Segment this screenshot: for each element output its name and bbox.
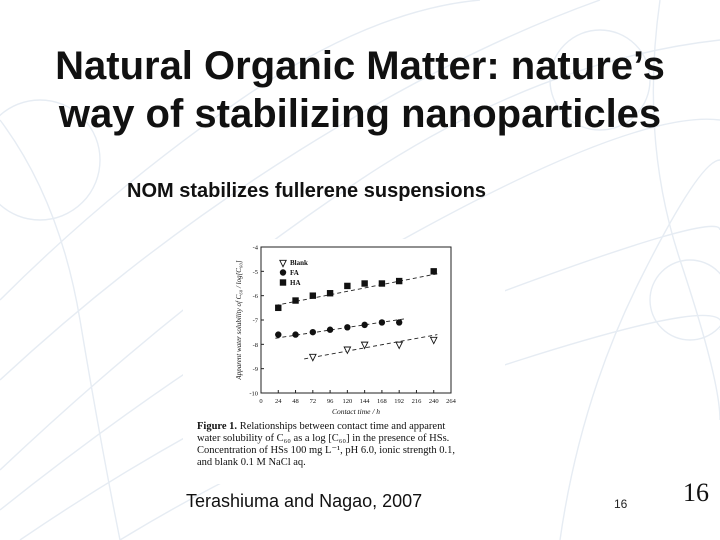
data-point-triangle — [343, 346, 352, 355]
y-tick-label: -5 — [253, 269, 258, 276]
x-tick-label: 24 — [275, 398, 282, 405]
y-tick-label: -8 — [253, 342, 258, 349]
figure-caption: Figure 1. Relationships between contact … — [197, 421, 497, 469]
legend-label: HA — [290, 279, 301, 287]
y-tick-label: -7 — [253, 318, 259, 325]
x-tick-label: 48 — [292, 398, 299, 405]
data-point-square — [275, 304, 282, 312]
citation: Terashiuma and Nagao, 2007 — [186, 491, 423, 511]
data-point-circle — [361, 321, 368, 329]
data-point-square — [309, 292, 317, 299]
slide-title-line2: way of stabilizing nanoparticles — [58, 92, 662, 136]
caption-lead: Figure 1. — [197, 421, 238, 432]
legend-label: Blank — [290, 259, 308, 267]
y-tick-label: -4 — [253, 245, 259, 252]
data-point-square — [344, 282, 351, 290]
scatter-chart: 0 24 48 72 96 120 144 168 192 216 240 264 -4 -5 -6 -7 -8… — [235, 245, 457, 417]
caption-line1: Relationships between contact time and a… — [239, 421, 446, 432]
data-point-square — [279, 279, 287, 286]
trend-line — [304, 334, 438, 360]
x-tick-label: 120 — [342, 398, 352, 405]
page-number-large: 16 — [683, 478, 709, 507]
data-point-triangle — [395, 341, 404, 350]
data-point-circle — [275, 331, 282, 338]
caption-line2: water solubility of C₆₀ as a log [C₆₀] i… — [197, 433, 450, 444]
x-axis-label: Contact time / h — [332, 407, 380, 416]
y-tick-label: -6 — [253, 293, 259, 300]
data-point-square — [378, 280, 386, 287]
data-point-triangle — [429, 336, 438, 345]
y-axis-label: Apparent water solubility of C₆₀ / log[C… — [235, 260, 243, 380]
data-point-circle — [292, 331, 299, 338]
slide-title: Natural Organic Matter: nature’s way of … — [0, 42, 720, 138]
x-tick-label: 96 — [327, 398, 334, 405]
data-point-triangle — [360, 341, 369, 350]
x-tick-label: 144 — [360, 398, 371, 405]
caption-line3: Concentration of HSs 100 mg L⁻¹, pH 6.0,… — [197, 445, 456, 456]
data-point-circle — [279, 269, 287, 276]
x-tick-label: 192 — [394, 398, 404, 405]
y-tick-label: -9 — [253, 366, 258, 373]
x-tick-label: 72 — [310, 398, 317, 405]
data-point-square — [326, 290, 334, 297]
y-tick-label: -10 — [249, 391, 258, 398]
data-point-triangle — [308, 353, 317, 362]
figure-panel: 0 24 48 72 96 120 144 168 192 216 240 264 -4 -5 -6 -7 -8… — [183, 239, 505, 484]
x-tick-label: 264 — [446, 398, 457, 405]
data-point-square — [395, 277, 403, 285]
data-point-square — [292, 297, 299, 304]
slide-subtitle: NOM stabilizes fullerene suspensions — [127, 180, 486, 202]
data-point-circle — [326, 326, 334, 333]
caption-line4: and blank 0.1 M NaCl aq. — [197, 457, 306, 468]
data-point-circle — [344, 324, 351, 331]
slide-title-line1: Natural Organic Matter: nature’s — [55, 44, 665, 88]
legend-label: FA — [290, 269, 299, 277]
data-point-square — [430, 268, 437, 275]
data-point-circle — [395, 319, 403, 326]
x-tick-label: 240 — [429, 398, 439, 405]
x-tick-label: 168 — [377, 398, 387, 405]
data-point-triangle — [279, 259, 287, 268]
data-point-square — [361, 280, 368, 287]
data-point-circle — [378, 319, 386, 326]
page-number-small: 16 — [614, 497, 628, 511]
x-tick-label: 216 — [412, 398, 423, 405]
data-point-circle — [309, 328, 317, 336]
x-tick-label: 0 — [259, 398, 262, 405]
